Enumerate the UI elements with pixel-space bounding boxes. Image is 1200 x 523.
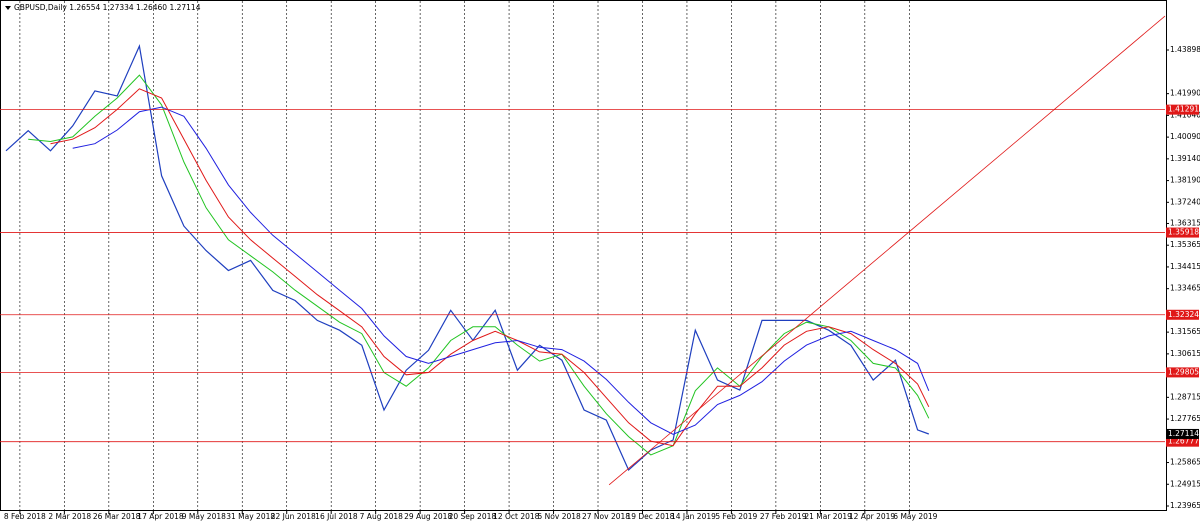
- level-tag: [1166, 104, 1199, 115]
- level-label: 1.35918: [1168, 228, 1199, 237]
- x-tick-label: 27 Nov 2018: [582, 512, 630, 521]
- level-label: 1.32324: [1168, 310, 1199, 319]
- level-label: 1.26777: [1168, 437, 1199, 446]
- level-label: 1.29805: [1168, 367, 1199, 376]
- y-tick-label: 1.36315: [1170, 218, 1200, 227]
- x-tick-label: 6 May 2019: [893, 512, 937, 521]
- x-tick-label: 19 Dec 2018: [626, 512, 674, 521]
- chart-header: GBPUSD,Daily 1.26554 1.27334 1.26460 1.2…: [14, 3, 201, 12]
- current-price-tag: [1166, 428, 1199, 439]
- price-line: [50, 88, 930, 447]
- trend-line: [608, 15, 1166, 486]
- y-tick-label: 1.41990: [1170, 89, 1200, 98]
- y-tick-label: 1.35365: [1170, 240, 1200, 249]
- level-tag: [1166, 436, 1199, 447]
- y-tick-label: 1.25865: [1170, 458, 1200, 467]
- y-tick-label: 1.43898: [1170, 45, 1200, 54]
- y-tick-label: 1.34415: [1170, 262, 1200, 271]
- x-tick-label: 21 Mar 2019: [804, 512, 852, 521]
- y-tick-label: 1.24915: [1170, 479, 1200, 488]
- y-tick-label: 1.40090: [1170, 132, 1200, 141]
- x-tick-label: 26 Mar 2018: [93, 512, 141, 521]
- current-price-label: 1.27114: [1168, 429, 1199, 438]
- x-tick-label: 8 Feb 2018: [4, 512, 46, 521]
- x-tick-label: 9 May 2018: [182, 512, 226, 521]
- plot-frame: [0, 0, 1167, 511]
- x-tick-label: 16 Jul 2018: [315, 512, 358, 521]
- y-tick-label: 1.31565: [1170, 327, 1200, 336]
- y-tick-label: 1.41040: [1170, 110, 1200, 119]
- x-tick-label: 17 Apr 2018: [137, 512, 184, 521]
- y-tick-label: 1.38190: [1170, 176, 1200, 185]
- level-label: 1.41291: [1168, 105, 1199, 114]
- level-tag: [1166, 309, 1199, 320]
- x-tick-label: 29 Aug 2018: [404, 512, 452, 521]
- x-tick-label: 2 Mar 2018: [48, 512, 91, 521]
- x-tick-label: 31 May 2018: [226, 512, 275, 521]
- y-tick-label: 1.33465: [1170, 284, 1200, 293]
- y-tick-label: 1.23965: [1170, 501, 1200, 510]
- menu-arrow[interactable]: [5, 6, 11, 10]
- x-tick-label: 22 Jun 2018: [271, 512, 316, 521]
- y-tick-label: 1.28715: [1170, 392, 1200, 401]
- y-tick-label: 1.30615: [1170, 349, 1200, 358]
- x-tick-label: 5 Feb 2019: [715, 512, 757, 521]
- x-tick-label: 27 Feb 2019: [760, 512, 807, 521]
- x-tick-label: 20 Sep 2018: [449, 512, 497, 521]
- x-tick-label: 12 Oct 2018: [493, 512, 540, 521]
- x-tick-label: 7 Aug 2018: [360, 512, 403, 521]
- y-tick-label: 1.27765: [1170, 414, 1200, 423]
- level-tag: [1166, 227, 1199, 238]
- y-tick-label: 1.39140: [1170, 154, 1200, 163]
- x-tick-label: 12 Apr 2019: [849, 512, 896, 521]
- y-tick-label: 1.37240: [1170, 197, 1200, 206]
- price-line: [72, 106, 930, 435]
- level-tag: [1166, 367, 1199, 378]
- x-tick-label: 5 Nov 2018: [538, 512, 581, 521]
- x-tick-label: 14 Jan 2019: [671, 512, 716, 521]
- price-line: [28, 74, 930, 456]
